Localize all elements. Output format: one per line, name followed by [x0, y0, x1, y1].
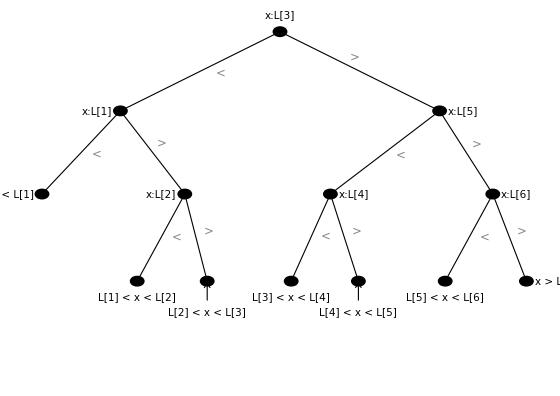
Circle shape: [438, 276, 452, 286]
Text: >: >: [157, 137, 166, 150]
Circle shape: [352, 276, 365, 286]
Text: <: <: [321, 230, 331, 243]
Text: <: <: [171, 230, 181, 243]
Text: x:L[5]: x:L[5]: [448, 106, 478, 116]
Circle shape: [486, 189, 500, 199]
Text: L[2] < x < L[3]: L[2] < x < L[3]: [168, 307, 246, 317]
Text: <: <: [216, 67, 226, 80]
Text: <: <: [92, 147, 102, 160]
Text: >: >: [472, 138, 481, 151]
Circle shape: [433, 106, 446, 116]
Circle shape: [273, 27, 287, 36]
Text: x > L[6]: x > L[6]: [535, 276, 560, 286]
Text: x:L[3]: x:L[3]: [265, 11, 295, 21]
Circle shape: [178, 189, 192, 199]
Text: L[3] < x < L[4]: L[3] < x < L[4]: [252, 292, 330, 302]
Text: >: >: [350, 50, 360, 63]
Text: >: >: [352, 225, 362, 238]
Circle shape: [35, 189, 49, 199]
Circle shape: [284, 276, 298, 286]
Text: <: <: [396, 148, 405, 162]
Text: x:L[1]: x:L[1]: [82, 106, 112, 116]
Text: L[1] < x < L[2]: L[1] < x < L[2]: [98, 292, 176, 302]
Circle shape: [200, 276, 214, 286]
Text: >: >: [204, 225, 213, 238]
Text: <: <: [479, 230, 489, 243]
Circle shape: [324, 189, 337, 199]
Circle shape: [520, 276, 533, 286]
Circle shape: [130, 276, 144, 286]
Circle shape: [114, 106, 127, 116]
Text: x:L[6]: x:L[6]: [501, 189, 531, 199]
Text: x < L[1]: x < L[1]: [0, 189, 34, 199]
Text: x:L[4]: x:L[4]: [339, 189, 369, 199]
Text: x:L[2]: x:L[2]: [146, 189, 176, 199]
Text: L[4] < x < L[5]: L[4] < x < L[5]: [319, 307, 398, 317]
Text: >: >: [516, 224, 526, 237]
Text: L[5] < x < L[6]: L[5] < x < L[6]: [406, 292, 484, 302]
